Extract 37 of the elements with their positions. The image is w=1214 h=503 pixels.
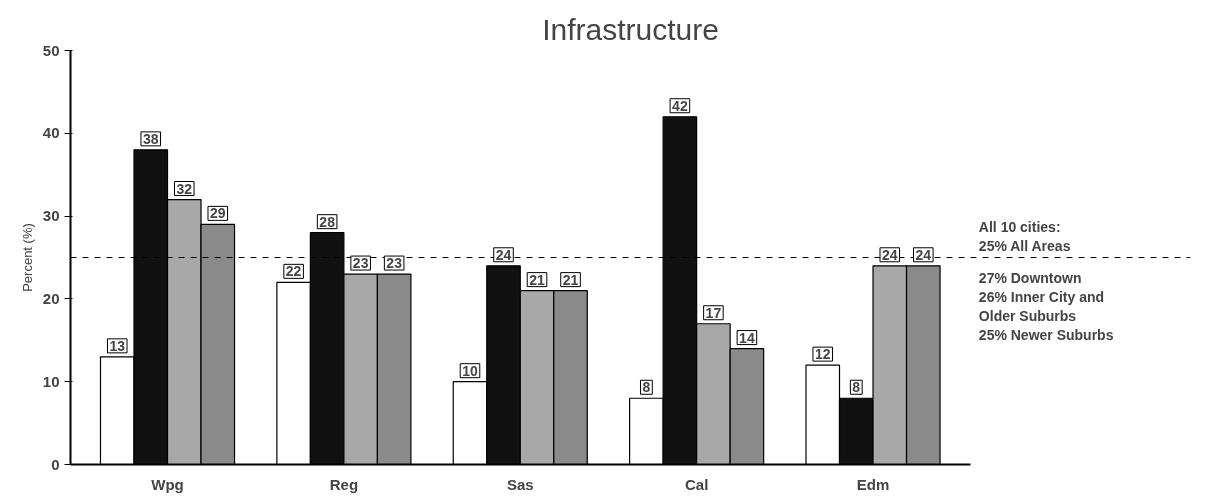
x-tick-label: Edm	[856, 475, 890, 493]
text: 25% Newer Suburbs	[978, 327, 1114, 344]
data-label: 10	[462, 362, 478, 379]
data-label: 24	[495, 246, 512, 263]
data-label: 14	[739, 329, 755, 346]
data-label: 12	[814, 346, 831, 363]
data-label: 32	[176, 180, 193, 197]
data-label: 17	[705, 304, 722, 321]
x-tick-label: Wpg	[151, 475, 184, 493]
x-tick-label: Cal	[684, 475, 709, 493]
data-label: 13	[109, 337, 126, 354]
y-tick-label: 50	[42, 41, 60, 59]
data-label: 28	[319, 213, 336, 230]
y-tick-label: 40	[42, 124, 60, 142]
data-label: 8	[852, 379, 861, 396]
y-tick-label: 30	[42, 207, 60, 225]
data-label: 22	[285, 263, 302, 280]
y-tick-label: 20	[42, 289, 60, 307]
data-label: 29	[209, 205, 226, 222]
ref-line-label: All 10 cities: 25% All Areas	[978, 219, 1071, 255]
text: 27% Downtown	[978, 269, 1082, 286]
data-label: 42	[672, 97, 688, 114]
data-label: 21	[529, 271, 546, 288]
x-tick-label: Sas	[506, 475, 534, 493]
data-label: 23	[352, 255, 369, 272]
data-label: 21	[562, 271, 579, 288]
x-tick-label: Reg	[329, 475, 359, 493]
y-tick-label: 10	[42, 372, 60, 390]
data-label: 24	[915, 246, 932, 263]
chart-title: Infrastructure	[542, 12, 719, 46]
y-axis-title: Percent (%)	[19, 223, 35, 292]
data-label: 24	[881, 246, 898, 263]
data-label: 38	[142, 130, 159, 147]
data-label: 8	[642, 379, 651, 396]
text: 26% Inner City and Older Suburbs	[978, 288, 1105, 325]
y-tick-label: 0	[51, 455, 60, 473]
data-label: 23	[386, 255, 403, 272]
